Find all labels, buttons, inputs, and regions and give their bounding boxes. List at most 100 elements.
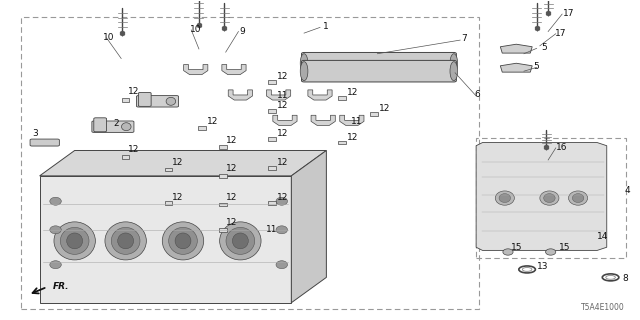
Polygon shape bbox=[500, 63, 532, 72]
Text: 13: 13 bbox=[537, 262, 548, 271]
Text: 11: 11 bbox=[266, 225, 277, 234]
Text: 3: 3 bbox=[32, 129, 38, 138]
Ellipse shape bbox=[105, 222, 147, 260]
Polygon shape bbox=[308, 90, 332, 100]
Text: 6: 6 bbox=[474, 91, 480, 100]
Text: 12: 12 bbox=[347, 88, 358, 97]
Ellipse shape bbox=[175, 233, 191, 249]
Ellipse shape bbox=[495, 191, 515, 205]
FancyBboxPatch shape bbox=[138, 92, 151, 106]
Polygon shape bbox=[340, 115, 364, 125]
Text: 12: 12 bbox=[276, 130, 288, 139]
Bar bbox=[164, 168, 172, 172]
Text: 12: 12 bbox=[347, 133, 358, 142]
Text: 17: 17 bbox=[563, 9, 575, 18]
Bar bbox=[220, 145, 227, 149]
Text: 16: 16 bbox=[556, 143, 567, 152]
Ellipse shape bbox=[499, 194, 511, 203]
Ellipse shape bbox=[232, 233, 248, 249]
Text: 12: 12 bbox=[226, 218, 237, 227]
Bar bbox=[220, 203, 227, 206]
Text: 12: 12 bbox=[276, 158, 288, 167]
Ellipse shape bbox=[276, 197, 287, 205]
Bar bbox=[339, 96, 346, 100]
Text: 11: 11 bbox=[351, 117, 362, 126]
Text: T5A4E1000: T5A4E1000 bbox=[581, 303, 625, 312]
Text: 12: 12 bbox=[379, 104, 390, 113]
Ellipse shape bbox=[300, 62, 308, 81]
Ellipse shape bbox=[545, 249, 556, 255]
Polygon shape bbox=[40, 150, 326, 176]
Ellipse shape bbox=[50, 226, 61, 234]
Ellipse shape bbox=[276, 261, 287, 269]
Polygon shape bbox=[40, 176, 291, 303]
Text: 12: 12 bbox=[127, 87, 139, 96]
Polygon shape bbox=[184, 65, 208, 75]
Bar bbox=[220, 174, 227, 178]
Ellipse shape bbox=[543, 194, 555, 203]
Bar bbox=[476, 138, 626, 258]
Text: 12: 12 bbox=[127, 145, 139, 154]
Text: 12: 12 bbox=[276, 193, 288, 202]
Ellipse shape bbox=[54, 222, 95, 260]
Text: 2: 2 bbox=[113, 119, 118, 128]
Text: 1: 1 bbox=[323, 22, 329, 31]
Bar bbox=[198, 126, 206, 130]
Bar bbox=[268, 201, 276, 205]
Ellipse shape bbox=[540, 191, 559, 205]
Text: 15: 15 bbox=[559, 243, 570, 252]
FancyBboxPatch shape bbox=[136, 96, 179, 107]
Ellipse shape bbox=[572, 194, 584, 203]
Bar bbox=[122, 155, 129, 159]
Text: 4: 4 bbox=[625, 186, 630, 195]
Ellipse shape bbox=[300, 54, 308, 73]
Text: 15: 15 bbox=[511, 243, 523, 252]
Ellipse shape bbox=[166, 97, 175, 105]
Text: 12: 12 bbox=[276, 72, 288, 81]
Polygon shape bbox=[291, 150, 326, 303]
Polygon shape bbox=[476, 142, 607, 251]
Ellipse shape bbox=[568, 191, 588, 205]
Ellipse shape bbox=[111, 228, 140, 254]
Ellipse shape bbox=[50, 197, 61, 205]
Polygon shape bbox=[228, 90, 252, 100]
Ellipse shape bbox=[226, 228, 255, 254]
Text: 17: 17 bbox=[554, 28, 566, 38]
Text: 11: 11 bbox=[276, 92, 288, 100]
Polygon shape bbox=[266, 90, 291, 100]
Bar bbox=[164, 201, 172, 205]
Bar bbox=[268, 109, 276, 113]
Text: FR.: FR. bbox=[52, 282, 69, 291]
Ellipse shape bbox=[50, 261, 61, 269]
Bar bbox=[268, 166, 276, 170]
Ellipse shape bbox=[67, 233, 83, 249]
Ellipse shape bbox=[503, 249, 513, 255]
Ellipse shape bbox=[118, 233, 134, 249]
FancyBboxPatch shape bbox=[94, 118, 106, 132]
FancyBboxPatch shape bbox=[92, 121, 134, 132]
Ellipse shape bbox=[450, 54, 458, 73]
Text: 14: 14 bbox=[597, 232, 609, 241]
Text: 10: 10 bbox=[103, 33, 115, 42]
Ellipse shape bbox=[163, 222, 204, 260]
Text: 8: 8 bbox=[623, 275, 628, 284]
Bar bbox=[268, 80, 276, 84]
Bar bbox=[339, 141, 346, 144]
Ellipse shape bbox=[95, 123, 104, 131]
Polygon shape bbox=[222, 65, 246, 75]
Text: 12: 12 bbox=[207, 117, 218, 126]
Text: 12: 12 bbox=[226, 136, 237, 145]
Text: 12: 12 bbox=[172, 158, 184, 167]
Text: 12: 12 bbox=[276, 101, 288, 110]
Ellipse shape bbox=[60, 228, 89, 254]
Ellipse shape bbox=[276, 226, 287, 234]
Ellipse shape bbox=[169, 228, 197, 254]
Text: 12: 12 bbox=[226, 164, 237, 173]
Bar bbox=[268, 138, 276, 141]
FancyBboxPatch shape bbox=[30, 139, 60, 146]
FancyBboxPatch shape bbox=[301, 60, 456, 82]
Text: 12: 12 bbox=[172, 193, 184, 202]
Bar bbox=[122, 98, 129, 102]
Bar bbox=[220, 228, 227, 232]
Polygon shape bbox=[273, 115, 297, 125]
